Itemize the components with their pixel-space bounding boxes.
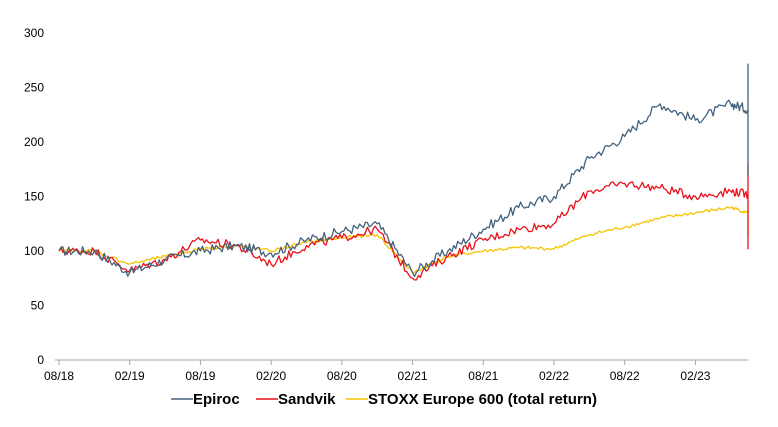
legend: Epiroc Sandvik STOXX Europe 600 (total ret… — [171, 391, 597, 408]
legend-label: Sandvik — [278, 391, 336, 408]
x-tick-label: 08/22 — [610, 369, 640, 383]
y-tick-label: 150 — [24, 190, 44, 204]
x-tick-label: 02/20 — [256, 369, 286, 383]
x-tick-label: 08/21 — [468, 369, 498, 383]
x-tick-label: 02/21 — [398, 369, 428, 383]
y-tick-label: 50 — [31, 299, 45, 313]
y-tick-label: 0 — [37, 353, 44, 367]
x-tick-label: 08/20 — [327, 369, 357, 383]
axes: 0 50 100 150 200 250 300 08/18 02/19 08/19 02/20 08… — [24, 26, 748, 383]
legend-label: Epiroc — [193, 391, 240, 408]
series-lines — [58, 63, 749, 281]
x-tick-label: 02/19 — [115, 369, 145, 383]
x-tick-label: 08/19 — [185, 369, 215, 383]
y-tick-label: 250 — [24, 81, 44, 95]
x-tick-label: 08/18 — [44, 369, 74, 383]
y-tick-label: 300 — [24, 26, 44, 40]
x-tick-label: 02/22 — [539, 369, 569, 383]
legend-label: STOXX Europe 600 (total return) — [368, 391, 597, 408]
y-tick-label: 100 — [24, 244, 44, 258]
y-tick-label: 200 — [24, 135, 44, 149]
x-tick-label: 02/23 — [680, 369, 710, 383]
series-line-epiroc — [58, 63, 749, 278]
